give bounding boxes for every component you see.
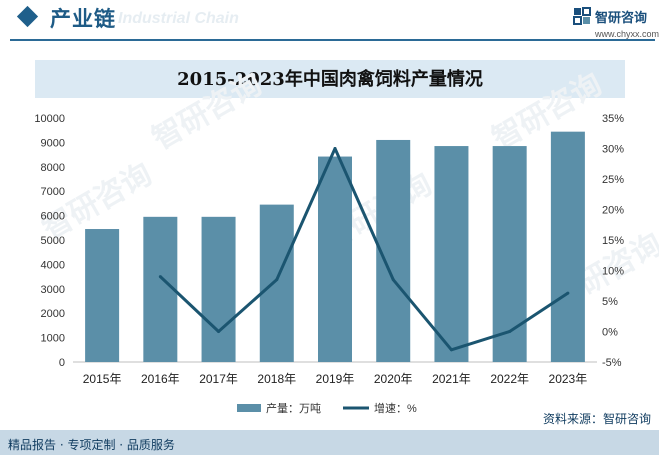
legend-line-label: 增速：% [374, 401, 417, 415]
header: 产业链 Industrial Chain 智研咨询 www.chyxx.com [0, 0, 659, 40]
y-right-tick-label: 25% [602, 174, 624, 186]
y-left-tick-label: 9000 [41, 137, 65, 149]
growth-line [159, 147, 569, 352]
chart-title-box: 2015-2023年中国肉禽饲料产量情况 [35, 60, 625, 98]
growth-point [508, 330, 512, 333]
y-left-tick-label: 2000 [41, 308, 65, 320]
growth-point [217, 330, 221, 333]
growth-point [275, 278, 279, 282]
y-right-tick-label: -5% [602, 357, 622, 369]
tick-layer: 1000090008000700060005000400030002000100… [34, 113, 624, 386]
bar-layer [85, 131, 585, 362]
y-right-tick-label: 35% [602, 113, 624, 125]
x-tick-label: 2018年 [257, 372, 296, 386]
header-rule [10, 39, 655, 41]
y-left-tick-label: 0 [59, 357, 65, 369]
legend: 产量：万吨 增速：% [237, 401, 417, 415]
footer-slogan: 精品报告 · 专项定制 · 品质服务 [8, 438, 175, 452]
y-left-tick-label: 7000 [41, 186, 65, 198]
chart-title: 2015-2023年中国肉禽饲料产量情况 [177, 69, 483, 90]
x-tick-label: 2019年 [316, 372, 355, 386]
y-right-tick-label: 20% [602, 205, 624, 217]
bar [201, 216, 236, 362]
x-tick-label: 2022年 [490, 372, 529, 386]
y-right-tick-label: 0% [602, 327, 618, 339]
bar [434, 146, 469, 362]
x-tick-label: 2020年 [374, 372, 413, 386]
growth-point [449, 348, 453, 352]
growth-point [391, 278, 395, 282]
bar [85, 229, 120, 362]
brand-logo-icon [573, 7, 591, 25]
y-left-tick-label: 3000 [41, 284, 65, 296]
x-tick-label: 2015年 [83, 372, 122, 386]
y-right-tick-label: 5% [602, 296, 618, 308]
watermark-text: 智研咨询 [487, 67, 607, 156]
header-watermark: Industrial Chain [118, 10, 239, 27]
y-left-tick-label: 1000 [41, 333, 65, 345]
y-left-tick-label: 5000 [41, 235, 65, 247]
legend-bar-label: 产量：万吨 [266, 401, 321, 415]
bar [259, 204, 294, 362]
brand-name: 智研咨询 [595, 11, 648, 26]
growth-point [158, 275, 162, 279]
x-tick-label: 2023年 [549, 372, 588, 386]
y-left-tick-label: 6000 [41, 211, 65, 223]
growth-point [566, 291, 570, 295]
x-tick-label: 2016年 [141, 372, 180, 386]
bar [550, 131, 585, 362]
footer: 精品报告 · 专项定制 · 品质服务 资料来源：智研咨询 [0, 412, 659, 455]
y-left-tick-label: 10000 [34, 113, 65, 125]
x-tick-label: 2017年 [199, 372, 238, 386]
section-title: 产业链 [50, 7, 116, 31]
brand-url[interactable]: www.chyxx.com [595, 29, 659, 39]
y-right-tick-label: 10% [602, 266, 624, 278]
footer-source: 资料来源：智研咨询 [542, 412, 651, 426]
line-layer [158, 147, 570, 352]
watermark-text: 智研咨询 [147, 67, 267, 156]
growth-point [333, 147, 337, 150]
y-right-tick-label: 30% [602, 144, 624, 156]
y-left-tick-label: 4000 [41, 259, 65, 271]
y-right-tick-label: 15% [602, 235, 624, 247]
bar [318, 156, 352, 362]
x-tick-label: 2021年 [432, 372, 471, 386]
y-left-tick-label: 8000 [41, 162, 65, 174]
legend-bar-swatch [237, 404, 261, 412]
bar [492, 146, 527, 362]
bar [143, 216, 178, 362]
